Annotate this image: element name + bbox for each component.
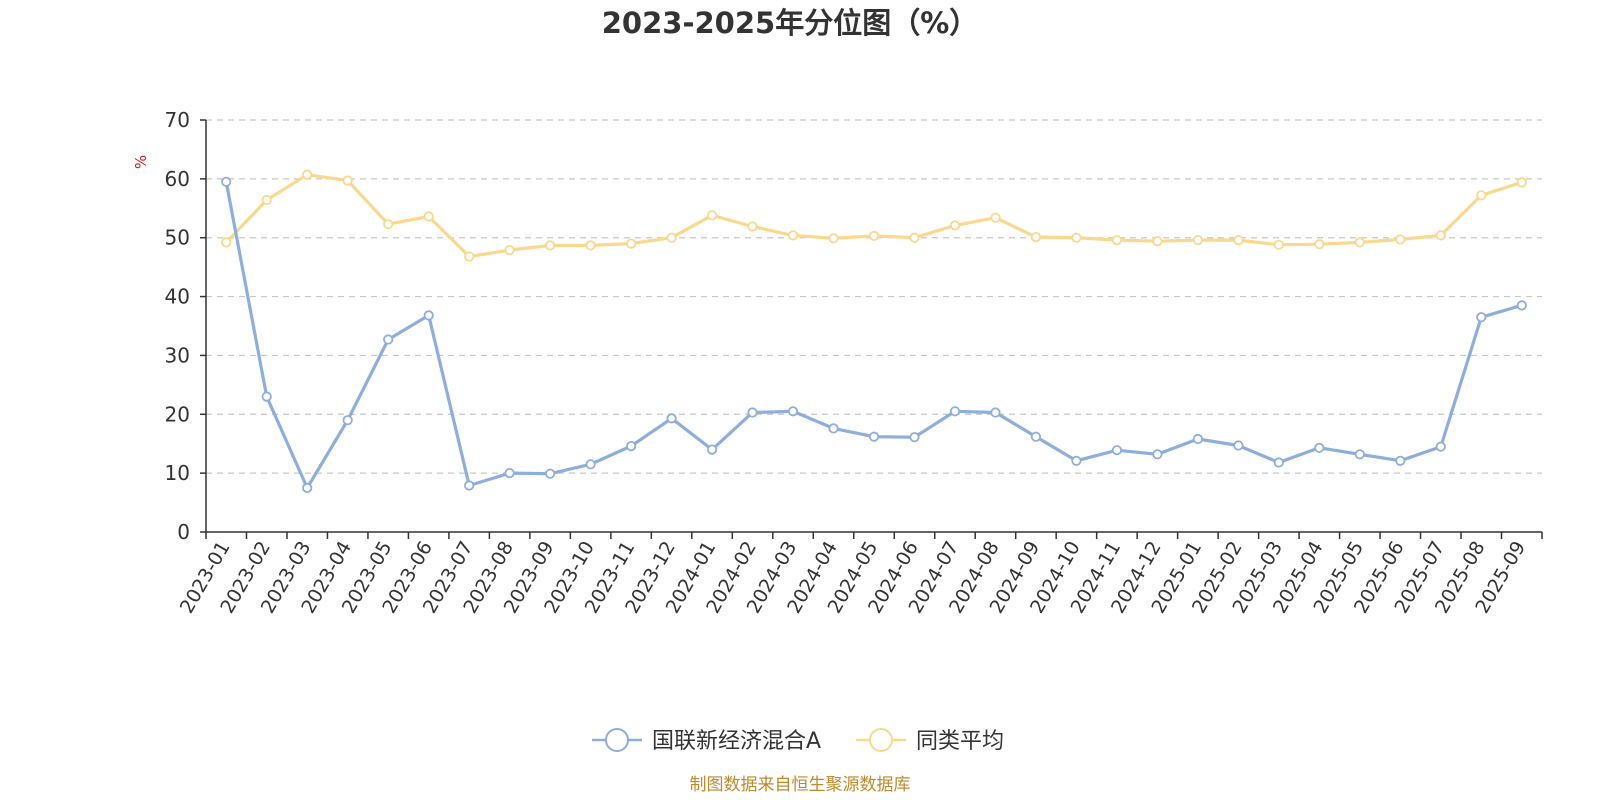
axes: 0102030405060702023-012023-022023-032023… xyxy=(165,108,1543,617)
series-group xyxy=(221,176,1527,493)
data-point xyxy=(221,176,232,187)
data-point xyxy=(787,230,799,241)
data-point xyxy=(464,480,475,491)
data-point xyxy=(383,334,394,345)
data-point xyxy=(261,194,272,206)
legend-label: 同类平均 xyxy=(916,729,1004,754)
data-point xyxy=(1192,235,1204,246)
data-point xyxy=(544,240,556,251)
y-tick-label: 30 xyxy=(165,343,190,367)
data-point xyxy=(1071,232,1082,243)
data-point xyxy=(1030,431,1042,442)
data-point xyxy=(1152,236,1163,247)
data-point xyxy=(1395,234,1406,245)
source-note: 制图数据来自恒生聚源数据库 xyxy=(690,775,911,795)
data-point xyxy=(1435,230,1446,241)
data-point xyxy=(1516,177,1527,188)
legend-label: 国联新经济混合A xyxy=(652,729,821,754)
data-point xyxy=(1314,239,1325,250)
data-point xyxy=(504,245,515,256)
data-point xyxy=(1395,455,1406,466)
data-point xyxy=(1354,449,1365,460)
series-line xyxy=(224,181,1523,490)
chart-title: 2023-2025年分位图（%） xyxy=(602,6,979,40)
data-point xyxy=(585,240,596,251)
data-point xyxy=(949,406,961,417)
y-tick-label: 10 xyxy=(165,461,190,485)
data-point xyxy=(909,432,920,443)
data-point xyxy=(868,230,880,241)
data-point xyxy=(1030,232,1042,243)
data-point xyxy=(706,444,718,455)
grid xyxy=(206,119,1542,474)
data-point xyxy=(1111,235,1123,246)
data-point xyxy=(1273,457,1284,468)
data-point xyxy=(625,440,637,452)
y-tick-label: 60 xyxy=(165,167,190,191)
legend[interactable]: 国联新经济混合A 同类平均 xyxy=(592,728,1004,754)
data-point xyxy=(706,210,718,221)
data-point xyxy=(1314,442,1325,453)
data-point xyxy=(1071,455,1082,466)
data-point xyxy=(1152,449,1163,460)
data-point xyxy=(423,310,434,321)
y-tick-label: 70 xyxy=(165,108,190,132)
legend-marker-icon xyxy=(869,728,893,752)
data-point xyxy=(787,406,799,417)
data-point xyxy=(261,391,272,402)
data-point xyxy=(342,175,353,186)
y-tick-label: 40 xyxy=(165,285,190,309)
data-point xyxy=(1111,445,1123,456)
series-line xyxy=(225,173,1523,259)
data-point xyxy=(221,237,232,248)
data-point xyxy=(504,467,515,479)
data-point xyxy=(868,431,880,442)
legend-marker-icon xyxy=(605,728,629,752)
data-point xyxy=(302,482,313,493)
data-point xyxy=(1273,239,1284,250)
data-point xyxy=(464,251,475,262)
data-point xyxy=(383,219,394,230)
data-point xyxy=(1476,190,1487,201)
y-tick-label: 50 xyxy=(165,226,190,250)
data-point xyxy=(302,169,313,180)
data-point xyxy=(1476,312,1487,323)
data-point xyxy=(909,232,920,243)
data-point xyxy=(1516,300,1527,311)
data-point xyxy=(949,220,961,231)
data-point xyxy=(342,415,353,426)
legend-item[interactable]: 国联新经济混合A xyxy=(592,728,821,754)
data-point xyxy=(666,232,677,243)
data-point xyxy=(585,459,596,470)
data-point xyxy=(828,423,839,434)
data-point xyxy=(423,211,434,222)
data-point xyxy=(544,468,556,479)
series-group xyxy=(221,169,1527,262)
y-tick-label: 0 xyxy=(177,520,190,544)
y-tick-label: 20 xyxy=(165,402,190,426)
data-point xyxy=(990,407,1001,418)
data-point xyxy=(990,212,1001,223)
data-point xyxy=(1192,433,1204,445)
data-point xyxy=(747,407,758,418)
legend-item[interactable]: 同类平均 xyxy=(856,728,1004,754)
data-point xyxy=(828,233,839,244)
data-point xyxy=(625,238,637,249)
series-lines xyxy=(221,169,1527,493)
data-point xyxy=(747,221,758,232)
data-point xyxy=(1354,237,1365,248)
data-point xyxy=(1435,441,1446,452)
y-axis-unit: % xyxy=(132,155,150,169)
data-point xyxy=(666,413,677,424)
data-point xyxy=(1233,440,1244,451)
data-point xyxy=(1233,235,1244,246)
